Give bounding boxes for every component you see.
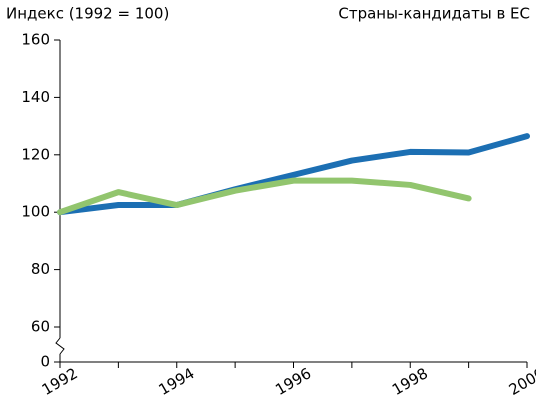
series-line [57,133,530,216]
x-tick-label: 1998 [389,364,431,399]
y-tick-label: 140 [21,88,50,106]
chart-subtitle: Страны-кандидаты в ЕС [338,5,530,23]
x-tick-label: 1994 [155,364,197,399]
y-tick-label: 160 [21,31,50,49]
axis-break [55,337,65,355]
y-tick-label: 120 [21,145,50,163]
y-tick-label: 0 [40,353,50,371]
y-tick-label: 100 [21,203,50,221]
chart-title: Индекс (1992 = 100) [6,5,169,23]
series-line [57,177,472,216]
y-tick-label: 80 [31,260,50,278]
x-tick-label: 2000 [506,364,536,399]
y-tick-label: 60 [31,318,50,336]
x-tick-label: 1996 [272,364,314,399]
